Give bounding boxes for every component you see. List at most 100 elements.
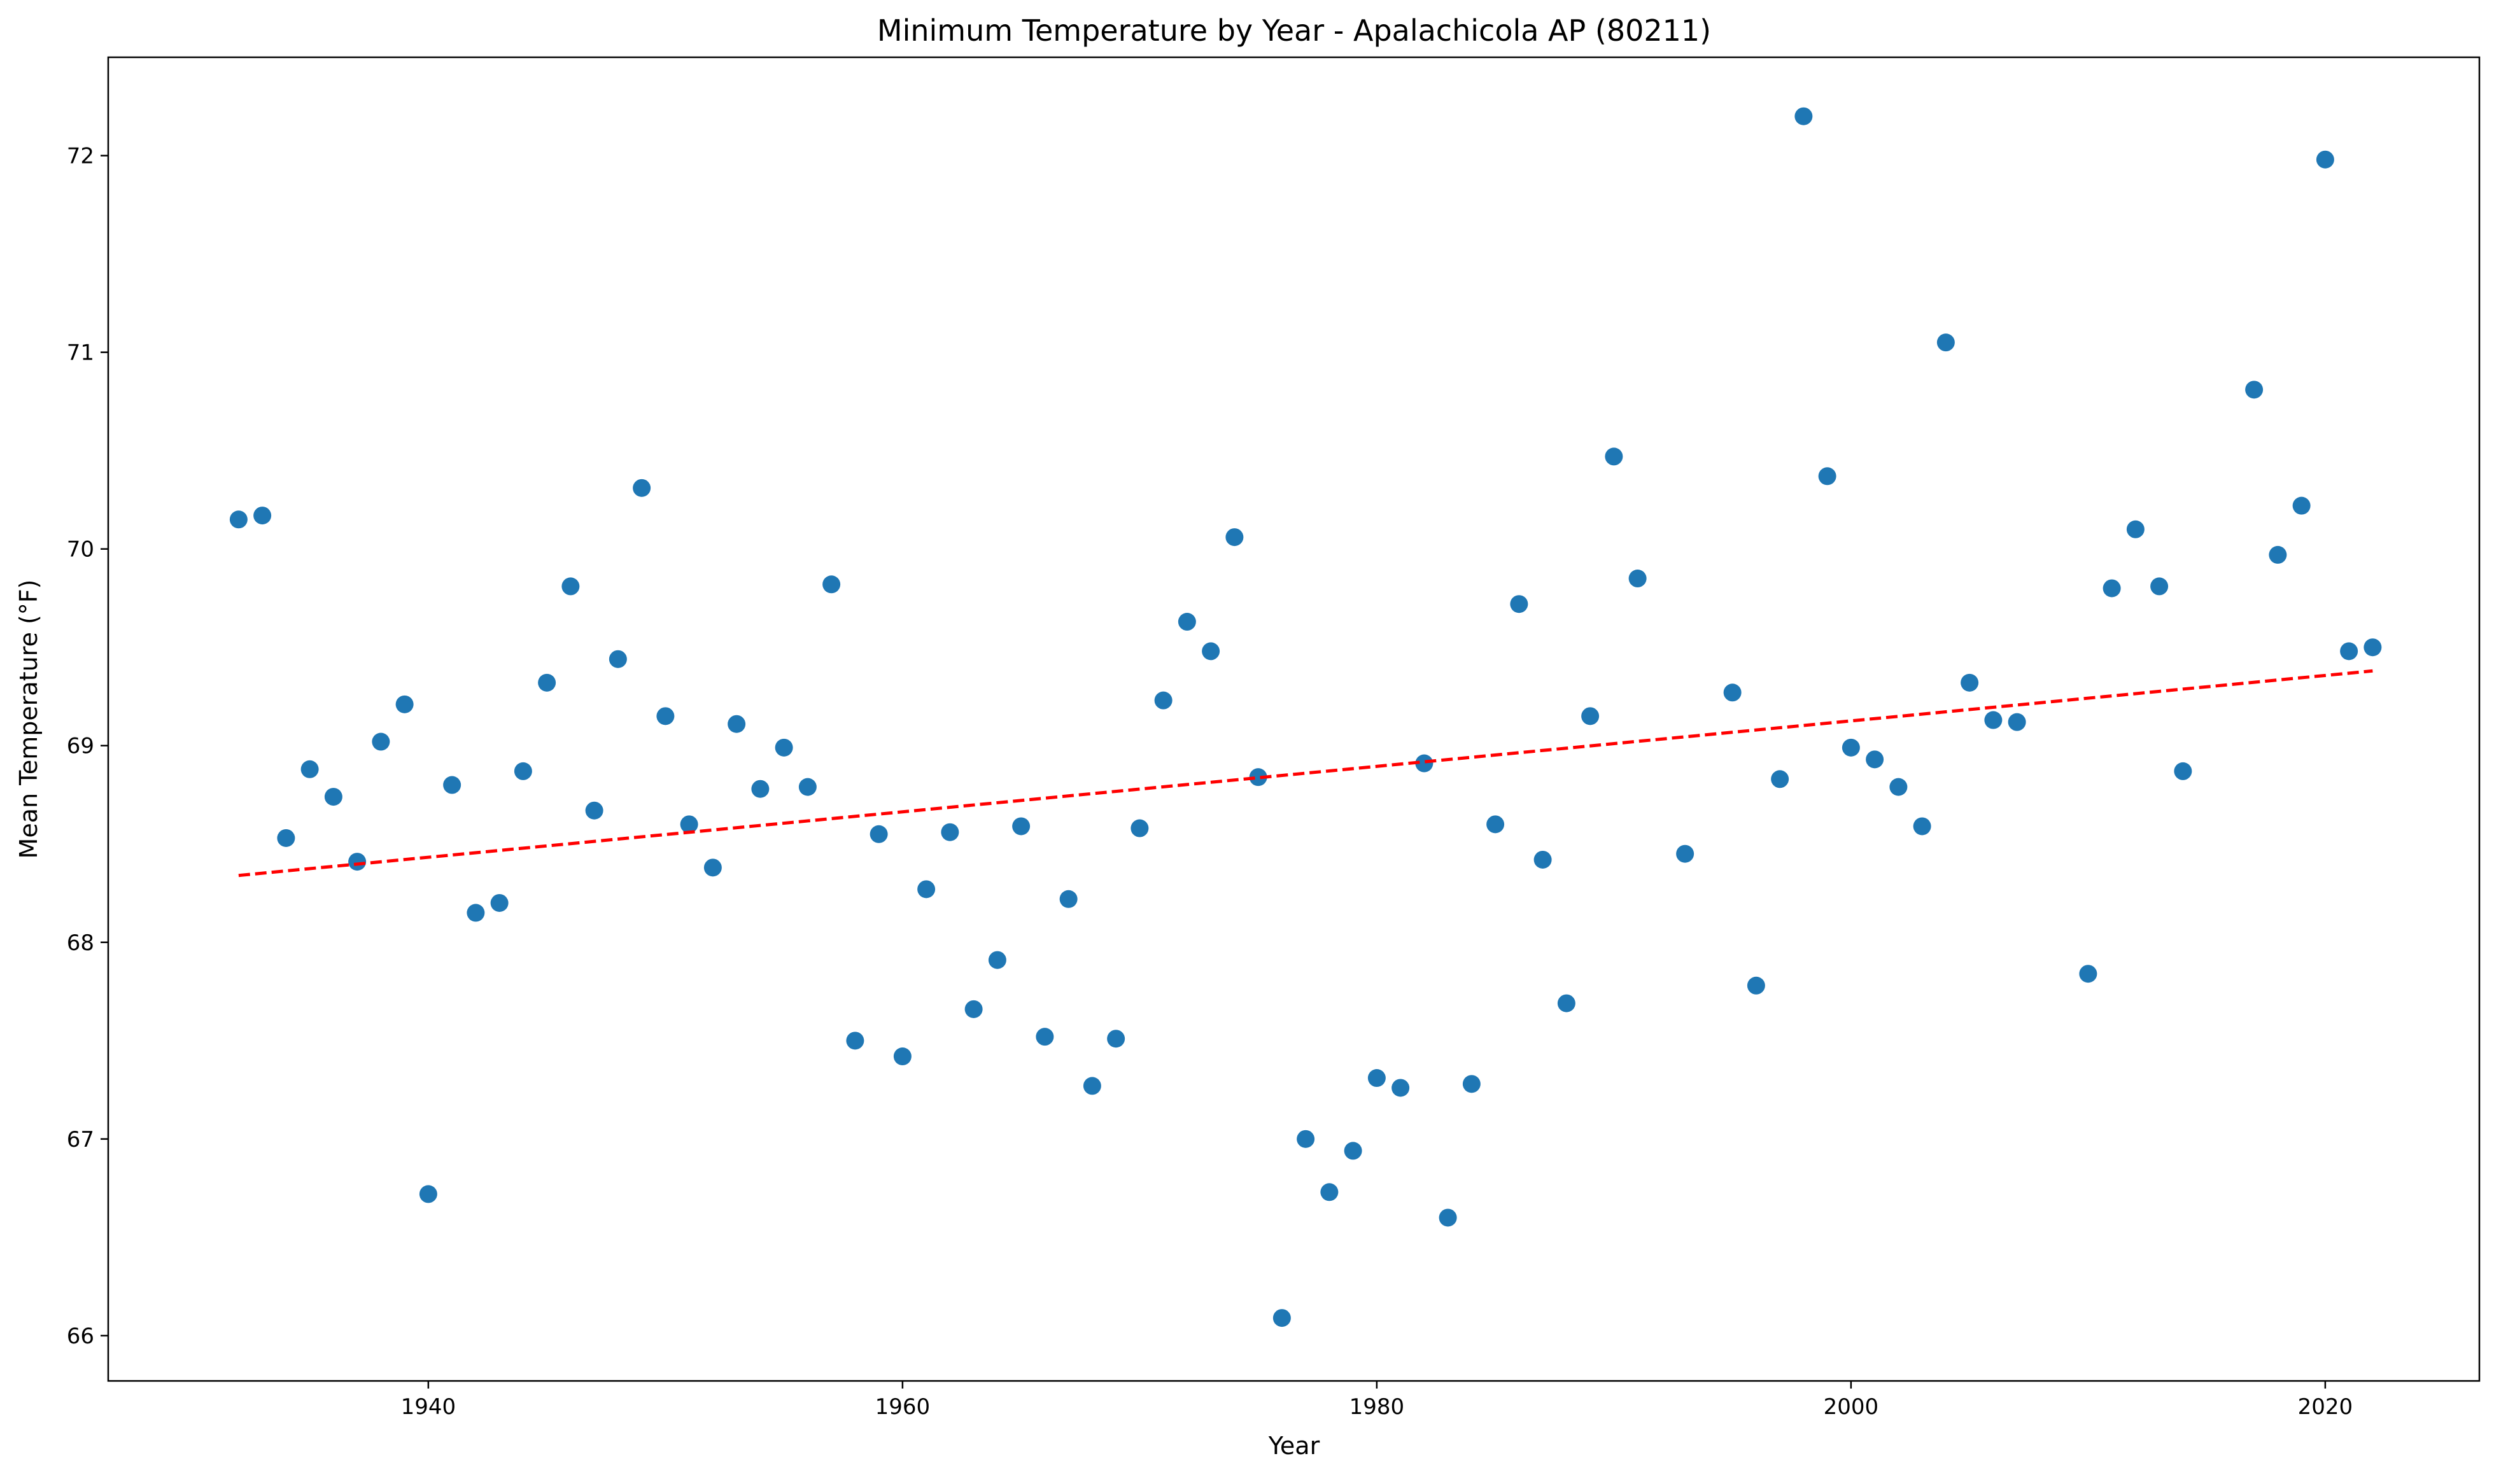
- y-tick-label: 70: [67, 537, 94, 563]
- data-point: [917, 880, 936, 899]
- data-point: [1533, 850, 1552, 869]
- data-point: [1628, 570, 1647, 588]
- data-point: [1059, 890, 1078, 908]
- trend-line: [238, 669, 2373, 878]
- data-point: [1771, 770, 1789, 788]
- data-point: [229, 510, 248, 529]
- data-point: [1605, 447, 1623, 466]
- data-point: [988, 951, 1006, 969]
- data-point: [1676, 844, 1694, 863]
- data-point: [2292, 496, 2311, 515]
- y-tick-label: 71: [67, 340, 94, 366]
- data-point: [870, 825, 888, 843]
- x-tick-label: 1960: [875, 1394, 931, 1420]
- data-point: [846, 1032, 864, 1050]
- data-point: [1225, 528, 1244, 547]
- plot-area: [107, 56, 2481, 1382]
- data-point: [490, 893, 509, 912]
- data-point: [2103, 579, 2121, 598]
- data-point: [585, 801, 603, 820]
- data-point: [1439, 1208, 1457, 1227]
- data-point: [514, 762, 532, 780]
- data-point: [348, 853, 367, 871]
- data-point: [2126, 520, 2145, 538]
- data-point: [1344, 1142, 1362, 1160]
- data-point: [2008, 713, 2026, 731]
- data-point: [1913, 817, 1931, 836]
- data-marks: [229, 107, 2382, 1327]
- data-point: [633, 479, 651, 497]
- data-point: [893, 1047, 912, 1066]
- data-point: [1415, 754, 1434, 773]
- x-tick-label: 2020: [2298, 1394, 2353, 1420]
- data-point: [2269, 545, 2287, 564]
- data-point: [324, 788, 342, 806]
- data-point: [1866, 750, 1884, 769]
- data-point: [1581, 707, 1600, 725]
- data-point: [1510, 595, 1528, 613]
- data-point: [467, 904, 485, 922]
- data-point: [1557, 994, 1575, 1012]
- y-axis: 66 67 68 69 70 71 72: [67, 144, 108, 1349]
- x-tick-label: 2000: [1824, 1394, 1879, 1420]
- data-point: [253, 507, 272, 525]
- y-tick-label: 68: [67, 930, 94, 956]
- data-point: [1083, 1077, 1101, 1095]
- data-point: [2245, 381, 2264, 399]
- data-point: [656, 707, 675, 725]
- data-point: [419, 1185, 437, 1203]
- data-point: [703, 858, 722, 877]
- data-point: [2079, 965, 2097, 983]
- data-point: [1249, 768, 1267, 787]
- data-point: [1391, 1079, 1410, 1097]
- data-point: [1154, 691, 1173, 710]
- data-point: [1818, 467, 1836, 486]
- x-tick-label: 1940: [401, 1394, 456, 1420]
- data-point: [941, 823, 959, 841]
- data-point: [2316, 150, 2334, 169]
- data-point: [822, 575, 841, 594]
- x-axis: 1940 1960 1980 2000 2020: [401, 1381, 2353, 1420]
- data-point: [538, 673, 556, 692]
- data-point: [728, 715, 746, 733]
- data-point: [1723, 683, 1742, 702]
- data-point: [1202, 642, 1220, 661]
- data-point: [1367, 1069, 1386, 1088]
- y-tick-label: 72: [67, 144, 94, 169]
- data-point: [1747, 976, 1765, 995]
- y-tick-label: 69: [67, 734, 94, 759]
- data-point: [277, 829, 295, 847]
- data-point: [372, 732, 390, 751]
- data-point: [1107, 1030, 1125, 1048]
- data-point: [964, 1000, 983, 1018]
- data-point: [1486, 815, 1505, 834]
- data-point: [609, 650, 627, 668]
- data-point: [1462, 1075, 1481, 1093]
- data-point: [2150, 577, 2169, 596]
- data-point: [751, 780, 770, 798]
- data-point: [1889, 778, 1908, 796]
- x-tick-label: 1980: [1349, 1394, 1405, 1420]
- data-point: [1272, 1309, 1291, 1327]
- y-axis-label: Mean Temperature (°F): [15, 580, 43, 859]
- data-point: [2340, 642, 2358, 661]
- y-tick-label: 66: [67, 1324, 94, 1349]
- data-point: [1297, 1130, 1315, 1148]
- data-point: [1961, 673, 1979, 692]
- data-point: [1936, 333, 1955, 352]
- data-point: [1794, 107, 1813, 125]
- data-point: [2364, 638, 2382, 657]
- data-point: [1842, 738, 1860, 757]
- data-point: [775, 738, 793, 757]
- plot-frame: [107, 56, 2481, 1382]
- y-tick-label: 67: [67, 1127, 94, 1152]
- data-point: [395, 695, 414, 713]
- data-point: [300, 760, 319, 778]
- data-point: [561, 577, 580, 596]
- x-axis-label: Year: [1268, 1432, 1320, 1460]
- data-point: [680, 815, 698, 834]
- data-point: [1984, 711, 2003, 729]
- data-point: [798, 778, 817, 796]
